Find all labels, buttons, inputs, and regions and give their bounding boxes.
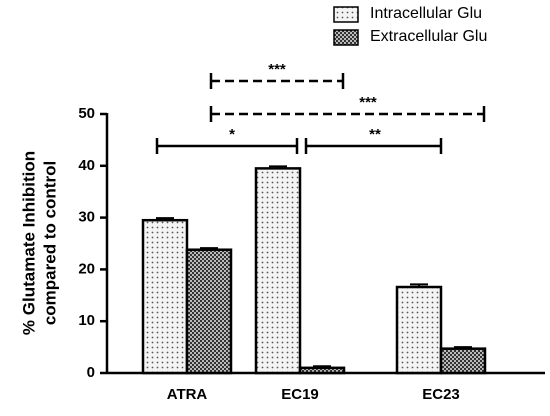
bar xyxy=(395,285,443,375)
y-tick-label: 10 xyxy=(78,312,95,329)
y-tick-label: 40 xyxy=(78,157,95,174)
legend-swatch xyxy=(333,29,359,46)
y-tick-label: 0 xyxy=(87,364,95,381)
y-axis-label: % Glutamate Inhibition compared to contr… xyxy=(19,151,59,335)
y-tick-label: 30 xyxy=(78,209,95,226)
bar xyxy=(439,347,487,375)
y-tick-label: 20 xyxy=(78,260,95,277)
error-bar xyxy=(410,283,428,288)
error-bar xyxy=(156,217,174,221)
error-bar xyxy=(200,247,218,250)
significance-label: * xyxy=(229,126,235,143)
error-bar xyxy=(454,346,472,349)
error-bar xyxy=(269,165,287,169)
legend-swatch xyxy=(333,6,359,23)
x-tick-label: EC23 xyxy=(422,386,460,403)
x-tick-label: ATRA xyxy=(167,386,208,403)
error-bar xyxy=(313,365,331,368)
y-label-line: compared to control xyxy=(40,161,59,325)
x-tick-label: EC19 xyxy=(281,386,319,403)
legend-label: Extracellular Glu xyxy=(370,28,487,45)
bar xyxy=(141,218,189,375)
significance-label: *** xyxy=(268,61,286,78)
bar xyxy=(254,167,302,375)
bar xyxy=(185,248,233,375)
y-tick-label: 50 xyxy=(78,105,95,122)
y-label-line: % Glutamate Inhibition xyxy=(19,151,38,335)
significance-label: ** xyxy=(369,126,381,143)
legend-label: Intracellular Glu xyxy=(370,5,482,22)
bar xyxy=(298,366,346,375)
significance-label: *** xyxy=(359,94,377,111)
